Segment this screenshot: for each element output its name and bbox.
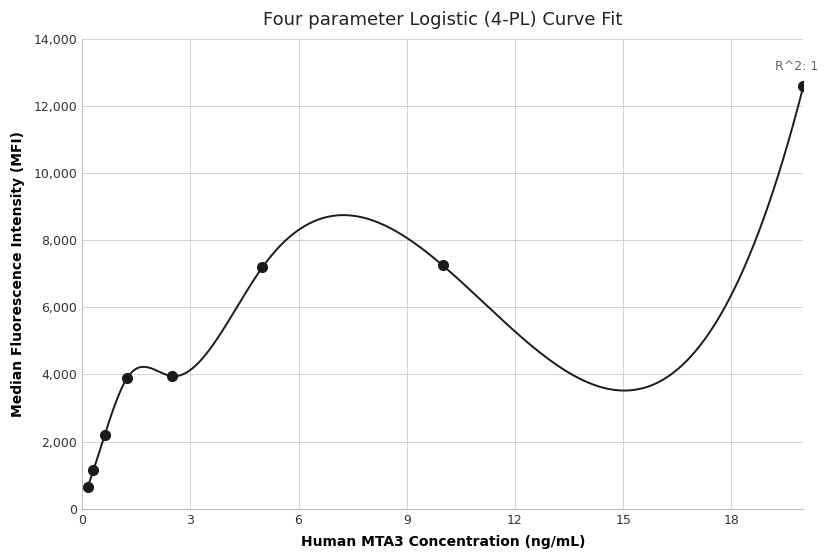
Point [87, 465, 100, 474]
Point [255, 263, 269, 272]
Point [121, 374, 134, 382]
Text: R^2: 1: R^2: 1 [775, 59, 818, 73]
Point [166, 372, 179, 381]
Point [98, 431, 111, 440]
Point [797, 82, 810, 91]
X-axis label: Human MTA3 Concentration (ng/mL): Human MTA3 Concentration (ng/mL) [300, 535, 585, 549]
Point [82, 482, 95, 491]
Point [436, 261, 449, 270]
Y-axis label: Median Fluorescence Intensity (MFI): Median Fluorescence Intensity (MFI) [11, 131, 25, 417]
Title: Four parameter Logistic (4-PL) Curve Fit: Four parameter Logistic (4-PL) Curve Fit [263, 11, 622, 29]
